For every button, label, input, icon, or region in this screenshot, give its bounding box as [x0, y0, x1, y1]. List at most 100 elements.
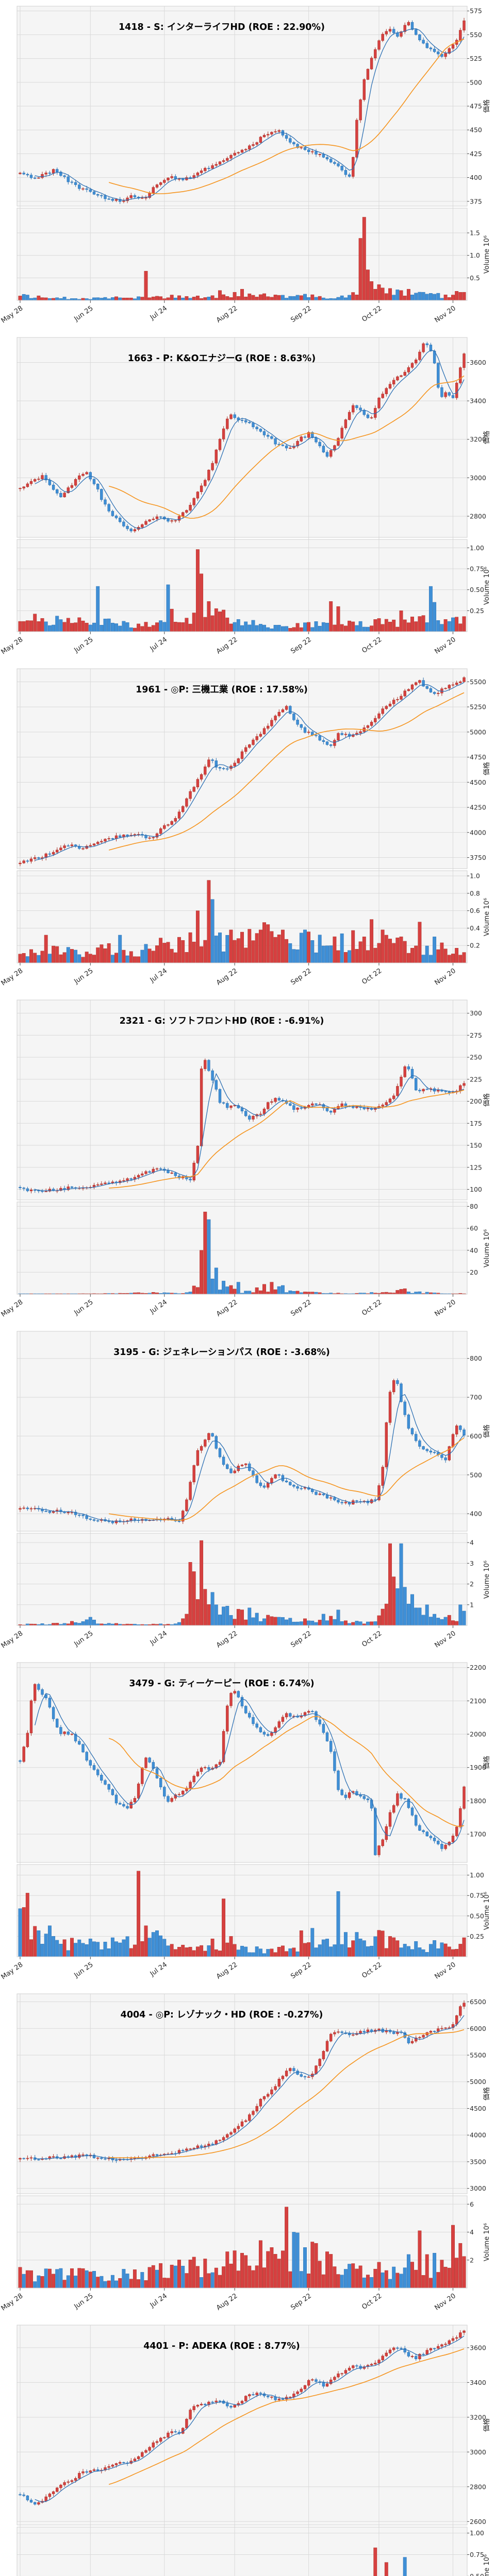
candle-body — [74, 479, 77, 486]
volume-bar — [118, 625, 122, 632]
volume-bar — [285, 626, 289, 632]
candle-body — [89, 1518, 92, 1520]
candle-body — [448, 1091, 451, 1093]
price-tick-label: 5000 — [470, 2078, 486, 2086]
volume-bar — [333, 298, 337, 301]
volume-bar — [370, 919, 374, 963]
panel-backgrounds — [17, 6, 467, 300]
volume-bar — [355, 1932, 359, 1957]
volume-bar — [314, 2243, 318, 2289]
candle-body — [129, 1178, 133, 1180]
candle-body — [63, 1732, 66, 1734]
volume-bar — [381, 1930, 385, 1957]
volume-bar — [144, 944, 148, 963]
candle-body — [196, 2404, 200, 2406]
volume-bar — [129, 627, 133, 632]
candle-body — [133, 2459, 137, 2461]
price-tick-label: 500 — [470, 78, 482, 86]
candle-body — [325, 2041, 329, 2052]
volume-bar — [433, 1614, 437, 1626]
volume-bar — [314, 297, 318, 301]
volume-bar — [37, 955, 41, 963]
candle-body — [329, 1111, 333, 1113]
candle-body — [425, 1449, 429, 1451]
candle-body — [152, 2154, 155, 2156]
volume-bar — [207, 297, 211, 301]
volume-bar — [343, 2269, 348, 2289]
candle-body — [392, 380, 395, 385]
volume-bar — [295, 2232, 300, 2289]
volume-bar — [421, 1949, 425, 1957]
candle-body — [266, 134, 270, 135]
volume-bar — [255, 933, 259, 963]
candle-body — [433, 1452, 436, 1453]
volume-bar — [358, 1621, 362, 1626]
volume-bar — [225, 935, 229, 963]
candle-body — [177, 1794, 181, 1795]
volume-bar — [210, 2272, 214, 2289]
volume-bar — [122, 950, 126, 963]
volume-bar — [37, 621, 41, 632]
candle-body — [159, 2437, 162, 2442]
candle-body — [344, 1794, 348, 1798]
candle-body — [322, 1494, 325, 1496]
price-tick-label: 2100 — [470, 1697, 486, 1705]
panel-borders — [16, 337, 468, 632]
volume-bar — [55, 297, 59, 301]
candle-body — [340, 428, 343, 438]
price-tick-label: 3400 — [470, 397, 486, 405]
date-tick-label: Jul 24 — [148, 636, 169, 653]
candle-body — [385, 706, 388, 709]
candle-body — [67, 487, 70, 493]
volume-bar — [358, 1938, 362, 1957]
volume-bar — [77, 2268, 81, 2289]
volume-bar — [436, 2272, 440, 2289]
candle-body — [315, 2065, 318, 2074]
volume-bar — [325, 622, 329, 632]
date-tick-label: Nov 20 — [433, 1298, 457, 1318]
volume-bar — [233, 1619, 237, 1626]
volume-bar — [118, 297, 122, 301]
volume-bar — [188, 1562, 192, 1626]
candle-body — [218, 161, 222, 165]
volume-bar — [270, 2247, 274, 2289]
candle-body — [181, 1790, 185, 1795]
volume-bar — [207, 1604, 211, 1626]
volume-bars — [18, 1540, 466, 1626]
candle-body — [315, 151, 318, 155]
candle-body — [189, 2410, 192, 2419]
candle-body — [337, 1770, 340, 1790]
candle-body — [174, 520, 177, 521]
volume-bar — [443, 294, 448, 301]
candle-body — [322, 2051, 325, 2059]
candle-body — [141, 1173, 144, 1176]
volume-bar — [59, 1944, 63, 1957]
volume-bar — [62, 297, 67, 301]
volume-bar — [214, 2267, 218, 2289]
volume-bar — [336, 2274, 340, 2289]
candle-body — [78, 1741, 81, 1745]
volume-bar — [81, 1943, 85, 1957]
candle-body — [70, 485, 74, 488]
candle-body — [381, 1839, 384, 1846]
volume-bar — [207, 1945, 211, 1957]
volume-bar — [203, 1211, 207, 1295]
ma-long-line — [108, 375, 465, 519]
volume-bar — [255, 297, 259, 301]
volume-bar — [258, 929, 262, 963]
candle-body — [63, 175, 66, 177]
candle-body — [185, 1499, 188, 1511]
candle-body — [200, 1446, 203, 1451]
volume-bar — [244, 947, 248, 963]
candle-body — [144, 521, 147, 525]
candle-body — [374, 718, 377, 722]
volume-bar — [388, 288, 392, 301]
candle-body — [22, 1747, 25, 1762]
price-tick-label: 6000 — [470, 2025, 486, 2032]
volume-bar — [348, 620, 352, 632]
candle-body — [385, 1422, 388, 1467]
volume-bar — [314, 1947, 318, 1957]
volume-bar — [318, 1944, 322, 1957]
volume-bar — [81, 620, 85, 632]
price-tick-label: 2200 — [470, 1664, 486, 1671]
